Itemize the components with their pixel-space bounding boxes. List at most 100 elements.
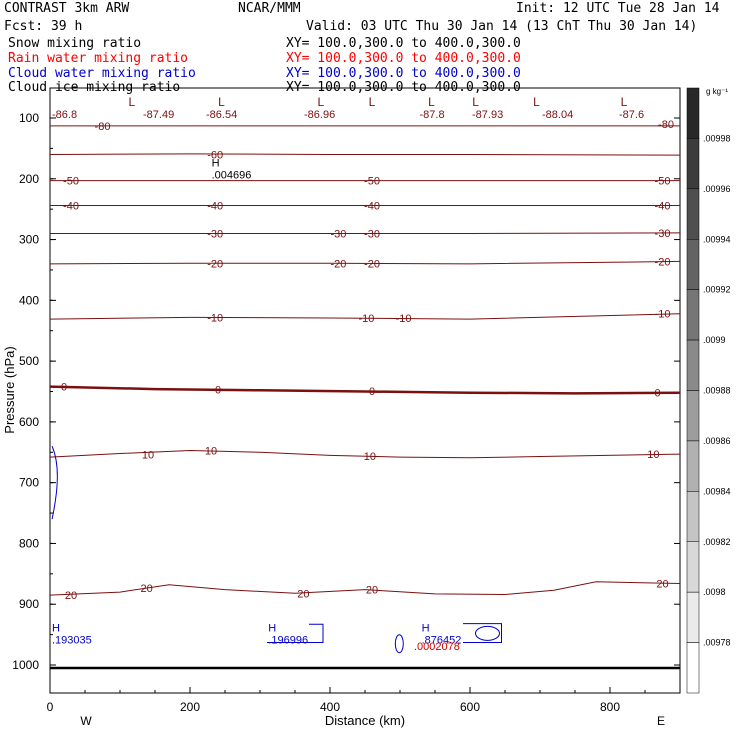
isotherm-line	[50, 232, 681, 234]
valid-time: Valid: 03 UTC Thu 30 Jan 14 (13 ChT Thu …	[306, 19, 698, 34]
contour-label: -10	[358, 313, 374, 325]
cloud-water-contour	[475, 625, 500, 641]
contour-label: -30	[207, 228, 223, 240]
colorbar-label: .0099	[703, 335, 726, 345]
high-marker: H	[268, 623, 276, 635]
east-label: E	[657, 714, 665, 728]
colorbar-segment	[686, 87, 700, 139]
colorbar-segment	[686, 339, 700, 391]
init-time: Init: 12 UTC Tue 28 Jan 14	[516, 1, 720, 16]
colorbar-segment	[686, 541, 700, 593]
contour-label: -50	[63, 176, 79, 188]
y-tick-label: 100	[19, 111, 39, 125]
y-tick-label: 400	[19, 293, 39, 307]
x-tick-label: 0	[47, 700, 54, 714]
contour-label: -10	[655, 309, 671, 321]
contour-label: -40	[655, 201, 671, 213]
contour-label: -10	[396, 313, 412, 325]
cloud-water-contour	[51, 446, 58, 520]
contour-label: 10	[647, 449, 659, 461]
y-tick-label: 600	[19, 415, 39, 429]
field-name-cloudwater: Cloud water mixing ratio	[8, 66, 196, 81]
contour-label: -30	[330, 228, 346, 240]
high-value: .196996	[268, 635, 308, 647]
colorbar-segment	[686, 642, 700, 694]
low-value: -87.93	[472, 109, 503, 121]
y-tick-label: 500	[19, 354, 39, 368]
isotherm-line	[49, 449, 681, 459]
x-tick-label: 400	[320, 700, 340, 714]
colorbar-label: .00986	[703, 436, 731, 446]
colorbar-label: .0098	[703, 587, 726, 597]
colorbar: g kg⁻¹ .00998 .00996 .00994 .00992 .0099 .0098…	[686, 87, 731, 694]
isotherm-line	[49, 385, 681, 395]
low-value: -87.8	[420, 109, 445, 121]
colorbar-label: .00998	[703, 133, 731, 143]
x-tick-label: 600	[460, 700, 480, 714]
colorbar-segment	[686, 239, 700, 290]
y-axis-title: Pressure (hPa)	[2, 346, 17, 433]
contour-label: -20	[207, 258, 223, 270]
contour-label: -50	[364, 176, 380, 188]
center-label: NCAR/MMM	[238, 1, 301, 16]
cloud-water-contour	[394, 634, 404, 654]
low-value: .0002078	[414, 641, 460, 653]
contour-label: -20	[330, 258, 346, 270]
field-xy-rain: XY= 100.0,300.0 to 400.0,300.0	[286, 51, 521, 66]
contour-label: -20	[655, 256, 671, 268]
colorbar-label: .00996	[703, 184, 731, 194]
colorbar-label: .00982	[703, 537, 731, 547]
y-tick-label: 1000	[12, 658, 39, 672]
contour-label: -50	[655, 176, 671, 188]
low-value: -86.8	[52, 109, 77, 121]
colorbar-unit: g kg⁻¹	[706, 87, 728, 96]
contour-label: 20	[656, 579, 668, 591]
contour-label: 20	[366, 585, 378, 597]
colorbar-segment	[686, 591, 700, 643]
isotherm-line	[49, 313, 681, 320]
isotherm-line	[49, 260, 681, 265]
x-tick-label: 200	[180, 700, 200, 714]
low-marker: L	[428, 95, 435, 109]
low-value: -87.6	[619, 109, 644, 121]
contour-label: 0	[215, 385, 221, 397]
low-marker: L	[369, 95, 376, 109]
forecast-hour: Fcst: 39 h	[4, 19, 83, 34]
low-marker: L	[218, 95, 225, 109]
high-value: .193035	[52, 635, 92, 647]
contour-label: 0	[61, 382, 67, 394]
low-marker: L	[621, 95, 628, 109]
y-tick-label: 300	[19, 233, 39, 247]
high-value: .004696	[212, 170, 252, 182]
marker-layer: L-86.8L-87.49L-86.54L-86.96L-87.8L-87.93…	[51, 95, 644, 654]
model-title: CONTRAST 3km ARW	[4, 1, 130, 16]
y-tick-label: 200	[19, 172, 39, 186]
low-value: -86.54	[206, 109, 237, 121]
colorbar-label: .00992	[703, 285, 731, 295]
colorbar-segment	[686, 390, 700, 442]
low-marker: L	[129, 95, 136, 109]
contour-label: 10	[364, 451, 376, 463]
contour-label: -40	[364, 201, 380, 213]
contour-label: -40	[63, 201, 79, 213]
colorbar-segment	[686, 491, 700, 543]
colorbar-segment	[686, 188, 700, 240]
field-xy-snow: XY= 100.0,300.0 to 400.0,300.0	[286, 36, 521, 51]
contour-label: 20	[140, 583, 152, 595]
isotherm-layer: -80 -80 -60 -50 -50 -50 -40 -40 -40 -40 -30 -30 -30 -…	[49, 119, 681, 670]
isotherm-line	[49, 581, 681, 596]
field-xy-cloudwater: XY= 100.0,300.0 to 400.0,300.0	[286, 66, 521, 81]
contour-label: 0	[655, 388, 661, 400]
colorbar-segment	[686, 289, 700, 341]
contour-label: -80	[658, 119, 674, 131]
contour-label: -30	[655, 228, 671, 240]
low-marker: L	[472, 95, 479, 109]
colorbar-label: .00984	[703, 486, 731, 496]
contour-label: 0	[369, 386, 375, 398]
y-tick-label: 800	[19, 536, 39, 550]
low-marker: L	[533, 95, 540, 109]
high-value: .876452	[422, 635, 462, 647]
field-name-rain: Rain water mixing ratio	[8, 51, 189, 66]
low-value: -86.96	[304, 109, 335, 121]
